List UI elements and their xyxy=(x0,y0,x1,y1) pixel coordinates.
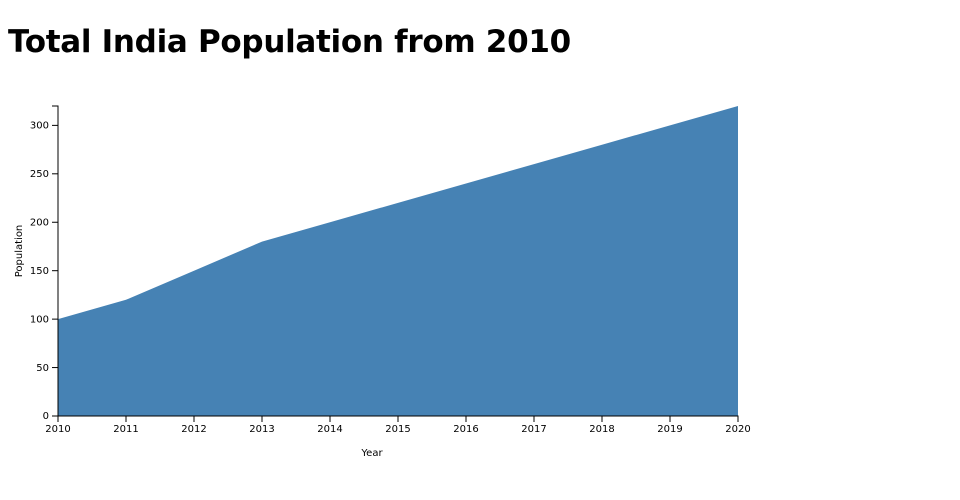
population-area xyxy=(58,106,738,416)
x-tick-label: 2019 xyxy=(657,424,682,435)
x-tick-label: 2016 xyxy=(453,424,478,435)
x-tick-label: 2018 xyxy=(589,424,614,435)
x-tick-label: 2010 xyxy=(45,424,70,435)
x-tick-label: 2013 xyxy=(249,424,274,435)
y-tick-label: 50 xyxy=(36,363,49,374)
x-tick-label: 2014 xyxy=(317,424,342,435)
y-tick-label: 0 xyxy=(43,411,49,422)
y-tick-label: 250 xyxy=(30,169,49,180)
chart-title: Total India Population from 2010 xyxy=(8,24,571,60)
x-tick-label: 2011 xyxy=(113,424,138,435)
plot-area xyxy=(58,106,738,416)
y-tick-label: 200 xyxy=(30,217,49,228)
x-axis-label: Year xyxy=(360,448,383,459)
y-tick-label: 150 xyxy=(30,266,49,277)
y-axis-label: Population xyxy=(14,225,25,278)
x-tick-label: 2012 xyxy=(181,424,206,435)
x-tick-label: 2017 xyxy=(521,424,546,435)
y-tick-label: 300 xyxy=(30,121,49,132)
y-axis-line xyxy=(52,105,59,417)
x-tick-label: 2015 xyxy=(385,424,410,435)
y-axis: 0 50 100 150 200 250 300 xyxy=(30,105,59,422)
x-tick-label: 2020 xyxy=(725,424,750,435)
x-axis: 2010 2011 2012 2013 2014 2015 2016 2017 2018 2019… xyxy=(45,415,751,435)
y-tick-label: 100 xyxy=(30,314,49,325)
